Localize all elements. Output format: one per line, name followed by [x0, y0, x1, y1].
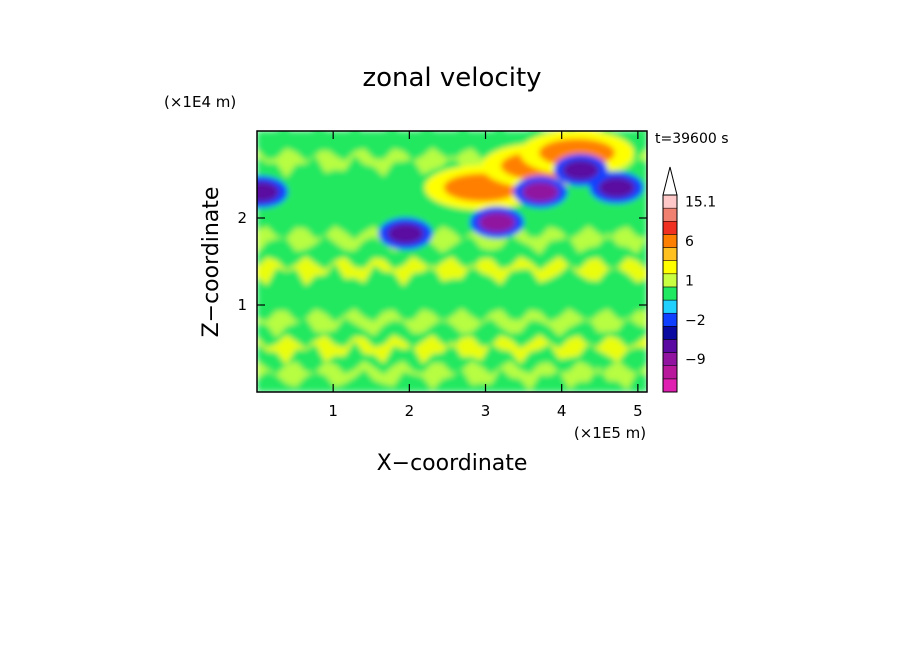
colorbar-segment: [662, 194, 678, 209]
colorbar-segment: [662, 207, 678, 222]
x-unit-label: (×1E5 m): [574, 424, 646, 442]
field-band: [257, 282, 647, 313]
plot-frame: [256, 130, 648, 393]
x-axis-label: X−coordinate: [377, 451, 528, 476]
colorbar-labels: 15.1 6 1 −2 −9: [685, 195, 716, 369]
colorbar-extend-arrow: [662, 166, 678, 196]
colorbar-label: −2: [685, 313, 706, 329]
negative-core: [522, 181, 559, 202]
colorbar-label: 6: [685, 234, 694, 250]
colorbar-segment: [662, 352, 678, 366]
colorbar-segment: [662, 221, 678, 235]
colorbar-segment: [662, 326, 678, 340]
negative-core: [562, 160, 599, 181]
field-band: [257, 334, 647, 365]
field-bands: [257, 131, 647, 391]
colorbar-segment: [662, 299, 678, 314]
colorbar-segment: [662, 286, 678, 301]
colorbar-segment: [662, 378, 678, 393]
negative-core: [598, 177, 635, 198]
colorbar-label: 15.1: [685, 195, 716, 211]
colorbar-segment: [662, 260, 678, 275]
y-unit-label: (×1E4 m): [164, 93, 236, 111]
field-band: [257, 131, 647, 155]
x-tick-label: 1: [328, 402, 338, 420]
colorbar-segment: [662, 234, 678, 248]
y-tick-label: 1: [237, 296, 247, 314]
field-blobs: [257, 131, 644, 250]
contour-field: [257, 131, 647, 392]
y-axis-label: Z−coordinate: [199, 187, 224, 338]
colorbar-segment: [662, 365, 678, 380]
y-axis: 12: [237, 209, 647, 314]
field-band: [257, 360, 647, 391]
negative-core: [257, 181, 279, 202]
colorbar-segment: [662, 273, 678, 288]
field-band: [257, 256, 647, 287]
colorbar-segment: [662, 312, 678, 327]
negative-core: [387, 223, 424, 244]
chart-title: zonal velocity: [362, 63, 541, 93]
colorbar-frame: [662, 194, 678, 393]
x-axis: 1 2 3 4 5: [328, 131, 643, 420]
negative-core: [478, 212, 515, 233]
time-label: t=39600 s: [655, 131, 729, 147]
x-tick-label: 4: [557, 402, 567, 420]
x-tick-label: 2: [405, 402, 415, 420]
field-band: [257, 308, 647, 338]
x-tick-label: 3: [481, 402, 491, 420]
colorbar-segment: [662, 339, 678, 353]
colorbar: [662, 166, 678, 393]
x-tick-label: 5: [633, 402, 643, 420]
colorbar-label: 1: [685, 273, 694, 289]
colorbar-segment: [662, 247, 678, 261]
y-tick-label: 2: [237, 209, 247, 227]
colorbar-label: −9: [685, 352, 706, 368]
field-band: [257, 225, 647, 255]
